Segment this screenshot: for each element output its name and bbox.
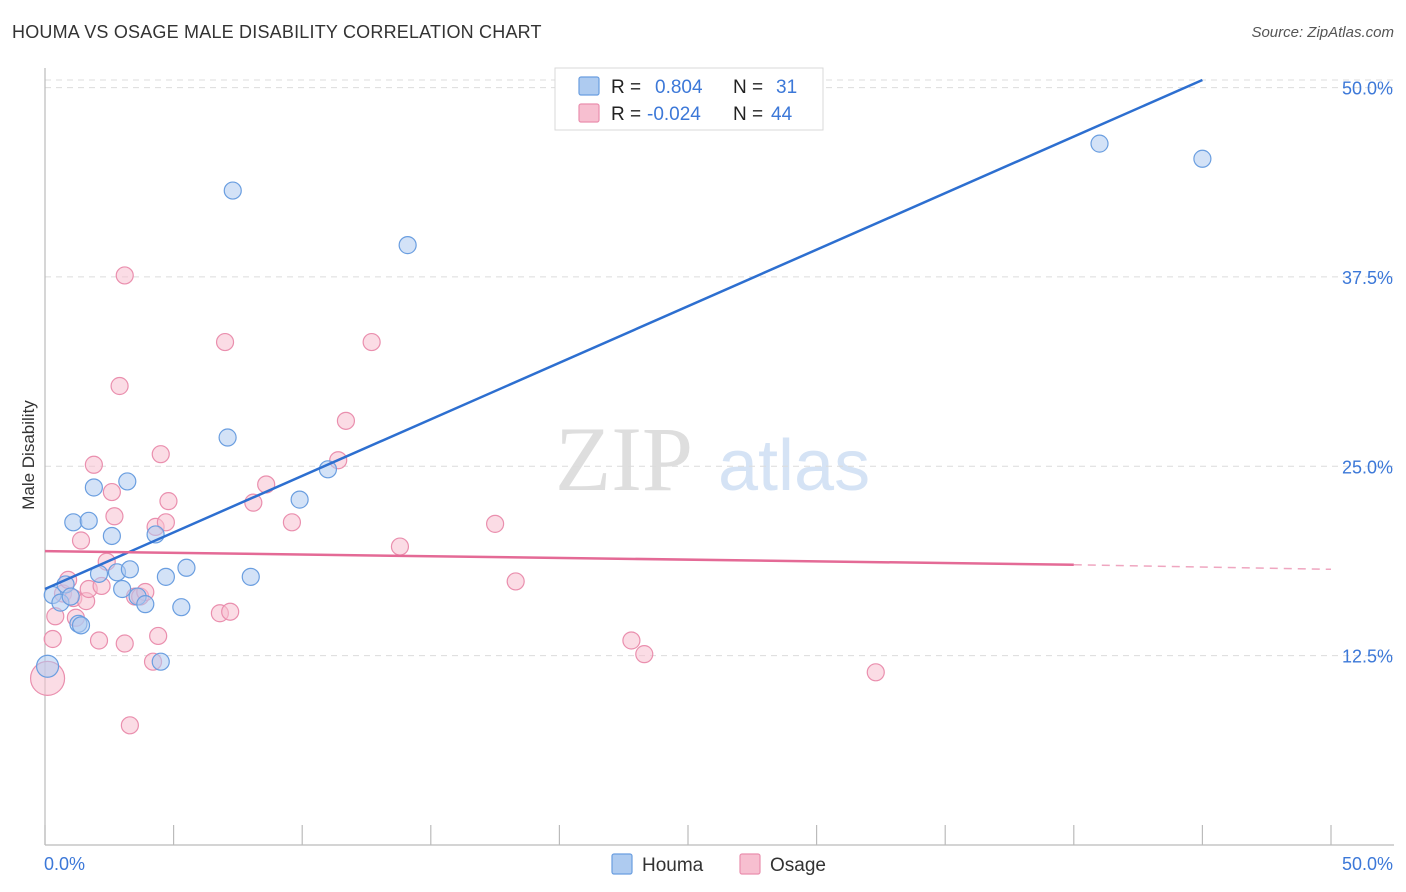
osage-point (151, 445, 170, 464)
houma-point (64, 513, 83, 532)
osage-point (159, 492, 178, 511)
osage-trendline-extension (1073, 564, 1332, 571)
houma-point (118, 472, 137, 491)
legend-box (554, 67, 824, 131)
houma-point (61, 587, 80, 606)
chart-title: HOUMA VS OSAGE MALE DISABILITY CORRELATI… (12, 22, 542, 42)
x-tick-label: 50.0% (1342, 854, 1393, 874)
osage-point (635, 645, 654, 664)
legend-osage-n-label: N = (733, 104, 763, 125)
trendlines (44, 78, 1332, 591)
legend-houma-r-value: 0.804 (655, 77, 703, 98)
houma-point (1193, 149, 1212, 168)
osage-point (102, 482, 121, 502)
houma-point (1090, 134, 1109, 153)
y-tick-label: 37.5% (1342, 268, 1393, 288)
houma-point (113, 579, 132, 599)
osage-point (622, 631, 641, 650)
osage-point (110, 376, 129, 396)
osage-point (43, 629, 62, 649)
legend-houma-n-label: N = (733, 77, 763, 98)
osage-point (215, 332, 235, 352)
legend-houma-r-label: R = (611, 77, 641, 98)
watermark: ZIP atlas (555, 408, 870, 510)
legend-osage-r-value: -0.024 (647, 104, 701, 125)
houma-point (241, 567, 260, 586)
y-tick-label: 25.0% (1342, 457, 1393, 477)
osage-point (282, 513, 302, 532)
bottom-legend-houma-swatch (611, 853, 633, 875)
houma-point (102, 526, 121, 546)
y-tick-label: 12.5% (1342, 647, 1393, 667)
osage-point (115, 266, 134, 285)
osage-point (105, 507, 124, 526)
x-tick-label: 0.0% (44, 854, 85, 874)
legend-osage-n-value: 44 (771, 104, 793, 125)
osage-trendline (44, 549, 1074, 567)
watermark-zip: ZIP (555, 408, 693, 510)
houma-point (290, 490, 309, 509)
osage-point (221, 602, 240, 621)
osage-point (866, 663, 885, 682)
osage-point (156, 513, 175, 532)
osage-point (120, 716, 139, 735)
legend-houma-swatch (578, 76, 600, 96)
houma-point (172, 598, 191, 617)
houma-point (223, 181, 242, 200)
tick-labels: 12.5% 25.0% 37.5% 50.0% 0.0% 50.0% (44, 79, 1393, 874)
osage-point (336, 411, 356, 430)
houma-point (35, 654, 60, 678)
legend-osage-swatch (578, 103, 600, 123)
osage-point (486, 514, 505, 533)
y-axis-label: Male Disability (19, 400, 38, 510)
houma-point (218, 428, 237, 447)
legend-houma-n-value: 31 (776, 77, 797, 98)
y-tick-label: 50.0% (1342, 79, 1393, 99)
houma-trendline (44, 78, 1203, 591)
houma-point (84, 478, 103, 497)
correlation-legend: R = 0.804 N = 31 R = -0.024 N = 44 (554, 67, 824, 131)
bottom-legend-houma-label: Houma (642, 855, 704, 876)
houma-point (398, 236, 417, 255)
series-legend: Houma Osage (611, 853, 826, 876)
osage-point (362, 332, 381, 352)
chart-source: Source: ZipAtlas.com (1251, 24, 1394, 41)
osage-point (390, 537, 410, 556)
houma-point (71, 616, 91, 635)
houma-point (177, 558, 196, 577)
houma-points (35, 134, 1212, 678)
houma-point (120, 560, 139, 579)
osage-point (506, 572, 525, 591)
bottom-legend-osage-label: Osage (770, 855, 826, 876)
osage-point (89, 631, 109, 650)
osage-point (71, 531, 91, 550)
axes (44, 68, 1394, 846)
houma-point (156, 567, 175, 586)
osage-point (149, 626, 168, 646)
legend-osage-r-label: R = (611, 104, 641, 125)
houma-point (79, 511, 98, 530)
osage-point (84, 455, 103, 474)
houma-point (136, 595, 155, 614)
bottom-legend-osage-swatch (739, 853, 761, 875)
osage-point (115, 634, 134, 653)
houma-point (151, 652, 170, 671)
